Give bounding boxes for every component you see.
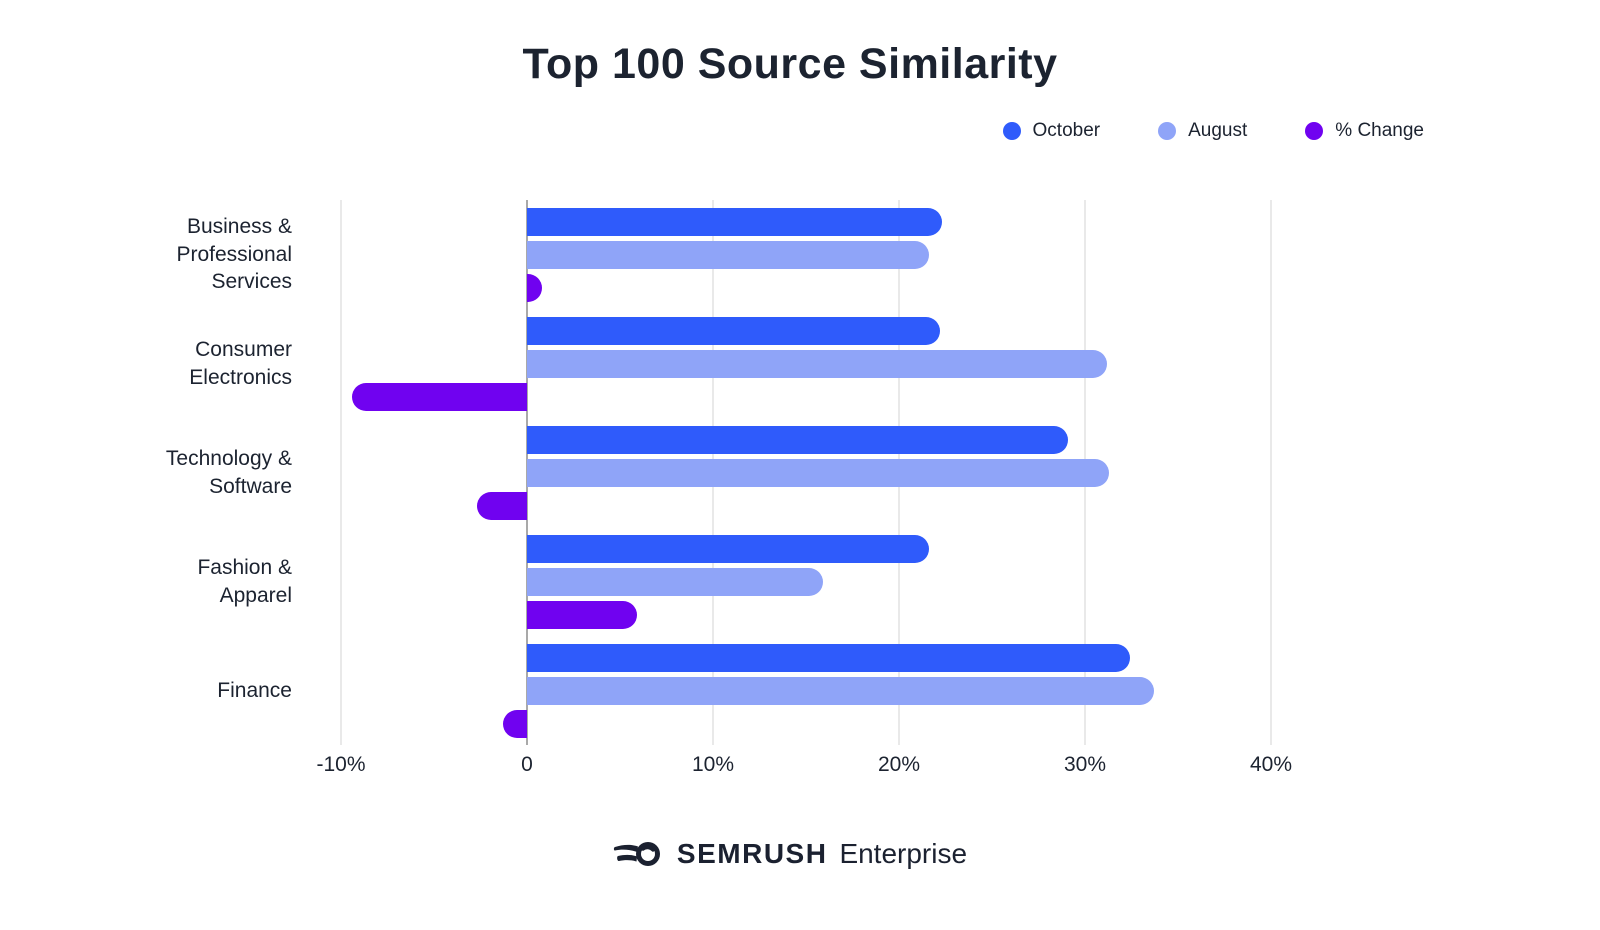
x-axis-tick-label: 0 [521, 753, 533, 776]
brand-name: SEMRUSH [676, 838, 828, 869]
brand-footer: SEMRUSH Enterprise [0, 836, 1580, 872]
bar-track [341, 458, 1271, 487]
category-group: Consumer Electronics [150, 309, 1271, 418]
category-group: Finance [150, 636, 1271, 745]
bar-august [527, 240, 929, 269]
bar-august [527, 458, 1110, 487]
category-label: Business & Professional Services [176, 214, 292, 294]
bar-track [341, 207, 1271, 236]
bar-track [341, 382, 1271, 411]
legend-label: October [1032, 120, 1101, 141]
bar-track [341, 600, 1271, 629]
bar-track [341, 425, 1271, 454]
category-bars [341, 200, 1271, 309]
august-legend-dot-icon [1158, 122, 1177, 140]
semrush-logo-icon [613, 842, 660, 866]
bar-october [527, 207, 942, 236]
gridline [340, 200, 342, 745]
bar-august [527, 676, 1154, 705]
category-group: Business & Professional Services [150, 200, 1271, 309]
x-axis-tick-label: 10% [691, 753, 735, 776]
bar-track [341, 534, 1271, 563]
x-axis: -10% 0 10% 20% 30% 40% [0, 753, 1600, 783]
category-group: Technology & Software [150, 418, 1271, 527]
october-legend-dot-icon [1002, 122, 1021, 140]
bar-change [476, 491, 527, 520]
bar-august [527, 567, 823, 596]
category-group: Fashion & Apparel [150, 527, 1271, 636]
bar-change [502, 709, 527, 738]
bar-track [341, 316, 1271, 345]
bar-change [527, 273, 542, 302]
category-bars [341, 418, 1271, 527]
legend-label: % Change [1335, 120, 1424, 141]
gridline [1270, 200, 1272, 745]
category-bars [341, 527, 1271, 636]
bar-august [527, 349, 1108, 378]
bar-october [527, 643, 1130, 672]
category-bars [341, 636, 1271, 745]
bar-track [341, 709, 1271, 738]
bar-track [341, 240, 1271, 269]
category-label: Fashion & Apparel [197, 555, 292, 607]
x-axis-tick-label: 20% [877, 753, 921, 776]
x-axis-tick-label: -10% [316, 753, 366, 776]
bar-track [341, 567, 1271, 596]
bar-change [352, 382, 527, 411]
category-label: Consumer Electronics [189, 337, 292, 389]
category-label: Finance [217, 678, 292, 702]
legend-item-august: August [1158, 120, 1247, 142]
chart-title: Top 100 Source Similarity [522, 40, 1058, 88]
bar-october [527, 316, 940, 345]
bar-track [341, 349, 1271, 378]
legend-item-october: October [1002, 120, 1101, 142]
category-bars [341, 309, 1271, 418]
legend-item-pct-change: % Change [1305, 120, 1424, 142]
bar-track [341, 643, 1271, 672]
bar-october [527, 534, 929, 563]
bar-chart: Business & Professional Services Consumer… [150, 200, 1271, 745]
legend-label: August [1188, 120, 1248, 141]
bar-october [527, 425, 1069, 454]
bar-track [341, 491, 1271, 520]
bar-track [341, 676, 1271, 705]
bar-track [341, 273, 1271, 302]
legend: October August % Change [1002, 120, 1424, 142]
x-axis-tick-label: 30% [1063, 753, 1107, 776]
bar-change [527, 600, 637, 629]
pct-change-legend-dot-icon [1305, 122, 1324, 140]
x-axis-tick-label: 40% [1249, 753, 1293, 776]
brand-suffix: Enterprise [839, 838, 968, 869]
category-label: Technology & Software [165, 446, 292, 498]
